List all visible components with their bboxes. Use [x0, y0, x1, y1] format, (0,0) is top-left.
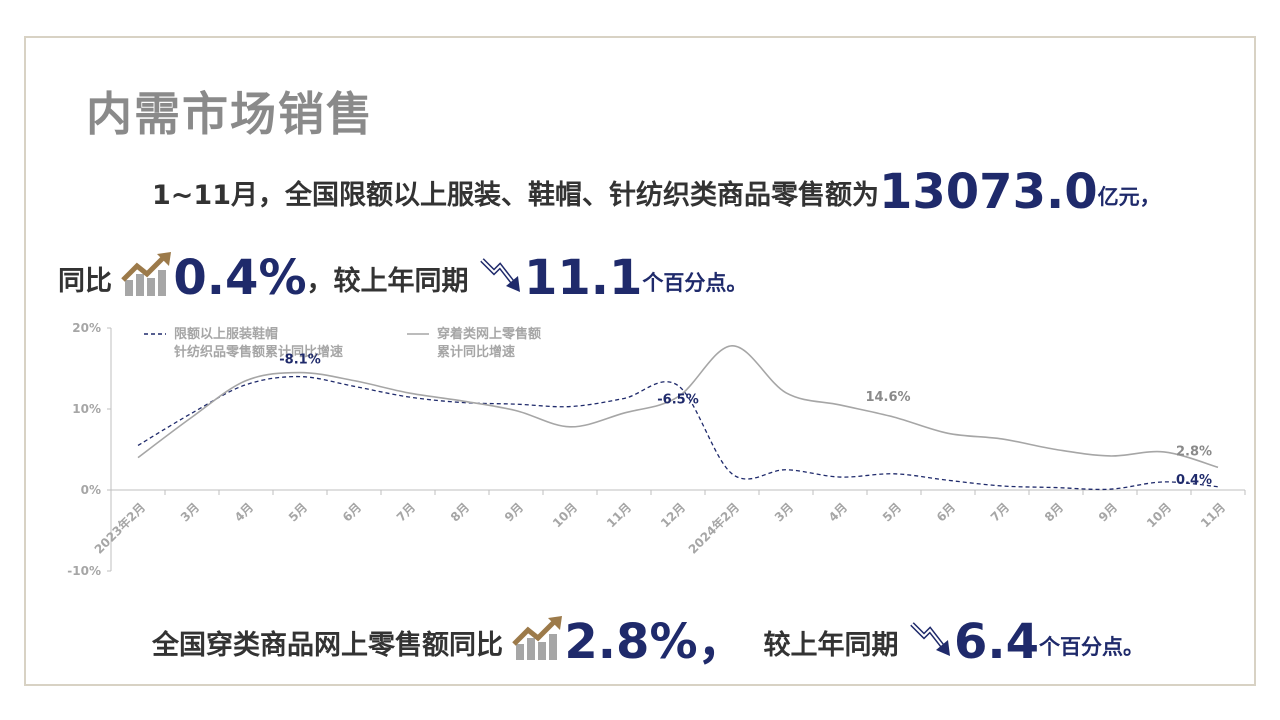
trend-down-icon: [478, 254, 524, 305]
x-tick-label: 3月: [178, 500, 202, 524]
slide-frame: [24, 36, 1256, 686]
summary-line-2: 同比 0.4%，较上年同期 11.1个百分点。: [58, 250, 747, 306]
decline-unit: 个百分点。: [642, 271, 748, 295]
x-tick-label: 6月: [934, 500, 958, 524]
x-tick-label: 6月: [340, 500, 364, 524]
y-tick-label: 20%: [72, 321, 101, 335]
line-chart: 20% 10% 0% -10% 2023年2月 3月 4月 5月 6月 7月 8月 9月 10月 11月 1…: [67, 321, 1246, 578]
data-label: -8.1%: [279, 353, 320, 368]
x-tick-label: 4月: [826, 500, 850, 524]
chart-lines: [137, 345, 1219, 491]
series-line-0: [137, 375, 1219, 491]
legend-label: 针纺织品零售额累计同比增速: [173, 344, 343, 360]
data-label: -6.5%: [657, 393, 698, 408]
x-tick-label: 9月: [502, 500, 526, 524]
legend-label: 累计同比增速: [437, 344, 515, 360]
y-tick-label: 10%: [72, 402, 101, 416]
series-line-1: [137, 345, 1219, 469]
yoy-value: 0.4%: [173, 250, 307, 306]
yoy-label: 同比: [58, 266, 112, 297]
compare-text: ，较上年同期: [306, 266, 469, 297]
trend-down-icon: [908, 618, 954, 669]
chart-data-labels: -8.1% -6.5% 14.6% 2.8% 0.4%: [279, 353, 1212, 488]
decline-value: 11.1: [523, 250, 643, 306]
legend-label: 限额以上服装鞋帽: [174, 326, 278, 342]
x-tick-label: 2024年2月: [685, 500, 742, 557]
data-label: 14.6%: [865, 390, 910, 405]
online-compare-text: 较上年同期: [763, 630, 899, 661]
trend-up-icon: [121, 250, 173, 305]
y-tick-label: -10%: [67, 564, 101, 578]
x-tick-label: 10月: [550, 500, 580, 530]
x-tick-label: 9月: [1096, 500, 1120, 524]
x-tick-label: 3月: [772, 500, 796, 524]
online-decline-unit: 个百分点。: [1038, 635, 1144, 659]
x-tick-label: 11月: [1198, 500, 1228, 530]
x-tick-label: 12月: [658, 500, 688, 530]
x-tick-label: 11月: [604, 500, 634, 530]
legend-label: 穿着类网上零售额: [437, 326, 541, 342]
summary-line-1: 1~11月，全国限额以上服装、鞋帽、针纺织类商品零售额为13073.0亿元，: [152, 164, 1161, 220]
online-yoy-value: 2.8%，: [564, 614, 746, 670]
x-tick-label: 4月: [232, 500, 256, 524]
x-tick-label: 10月: [1144, 500, 1174, 530]
summary-text: 1~11月，全国限额以上服装、鞋帽、针纺织类商品零售额为: [152, 180, 879, 211]
online-label: 全国穿类商品网上零售额同比: [152, 630, 503, 661]
x-tick-label: 5月: [286, 500, 310, 524]
x-tick-label: 8月: [1042, 500, 1066, 524]
x-tick-label: 7月: [394, 500, 418, 524]
page-title: 内需市场销售: [86, 87, 374, 141]
x-tick-label: 5月: [880, 500, 904, 524]
trend-up-icon: [512, 614, 564, 669]
summary-line-3: 全国穿类商品网上零售额同比 2.8%， 较上年同期 6.4个百分点。: [152, 602, 1144, 672]
online-decline-value: 6.4: [953, 614, 1039, 670]
sales-value: 13073.0: [878, 164, 1098, 220]
x-tick-label: 2023年2月: [91, 500, 148, 557]
x-tick-label: 8月: [448, 500, 472, 524]
data-label: 2.8%: [1176, 444, 1212, 459]
y-tick-label: 0%: [81, 483, 101, 497]
data-label: 0.4%: [1176, 473, 1212, 488]
sales-unit: 亿元，: [1097, 185, 1161, 209]
x-tick-label: 7月: [988, 500, 1012, 524]
